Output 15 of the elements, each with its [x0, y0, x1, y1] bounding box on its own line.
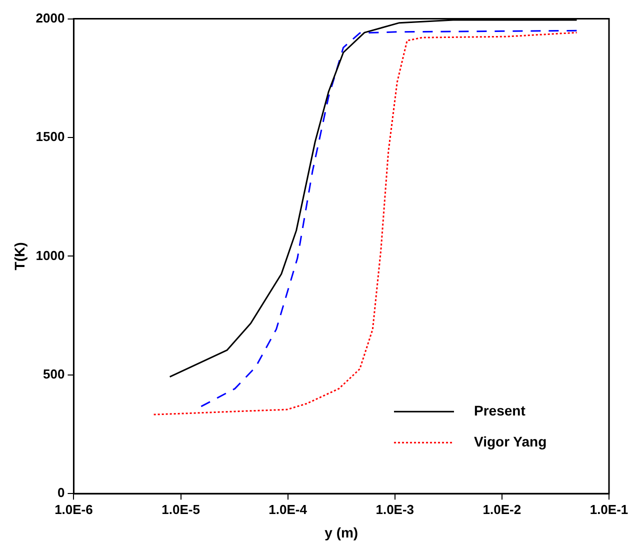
y-axis-title: T(K) — [11, 242, 28, 270]
y-tick-label: 0 — [57, 485, 65, 500]
y-tick-label: 500 — [43, 366, 65, 382]
y-tick-label: 1000 — [36, 248, 65, 263]
legend-label: Present — [474, 402, 526, 418]
y-tick-label: 1500 — [36, 129, 65, 144]
x-axis-title: y (m) — [324, 524, 358, 540]
x-tick-label: 1.0E-6 — [54, 502, 93, 517]
x-tick-label: 1.0E-4 — [268, 502, 308, 517]
x-tick-label: 1.0E-3 — [376, 502, 414, 517]
x-tick-label: 1.0E-5 — [162, 502, 200, 517]
x-tick-label: 1.0E-1 — [590, 502, 628, 517]
legend-label: Vigor Yang — [474, 433, 547, 450]
x-tick-label: 1.0E-2 — [482, 502, 522, 517]
y-tick-label: 2000 — [36, 10, 65, 26]
